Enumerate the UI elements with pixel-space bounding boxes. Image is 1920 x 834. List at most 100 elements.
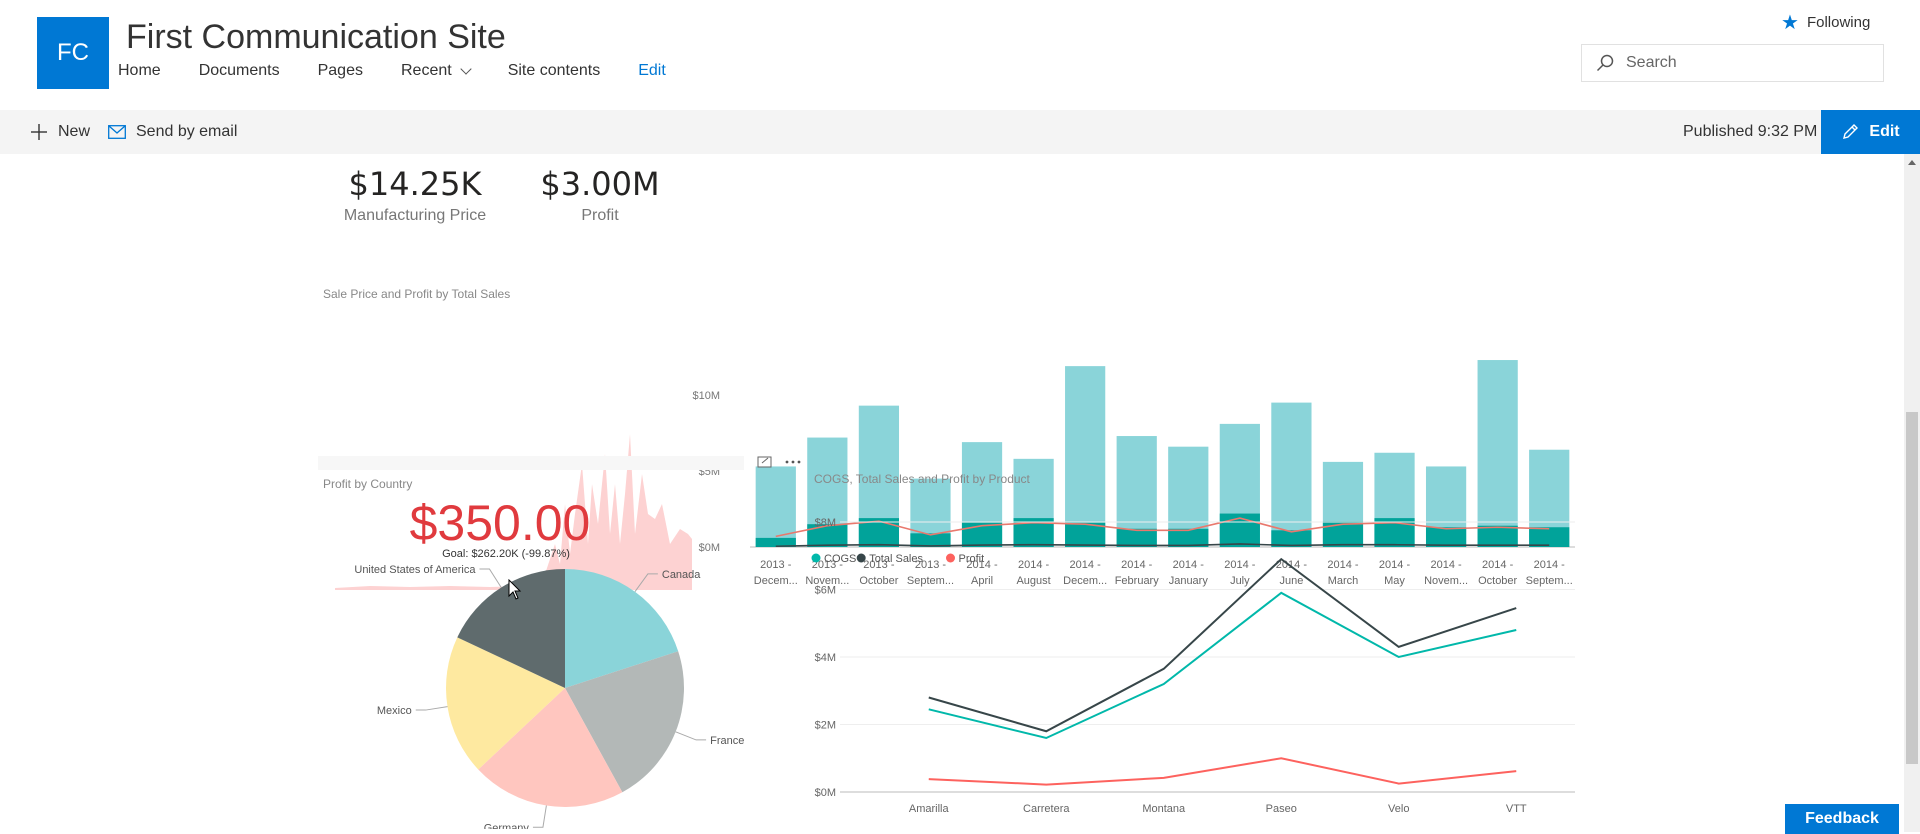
scrollbar-thumb[interactable]: [1906, 412, 1918, 764]
search-placeholder: Search: [1626, 54, 1677, 71]
bar-profit: [807, 524, 848, 547]
x-tick-label: 2013 -: [760, 559, 792, 571]
pie-label: Germany: [484, 822, 530, 829]
x-tick-label: 2014 -: [1224, 559, 1256, 571]
bar-total-sales: [755, 466, 796, 547]
nav-site-contents[interactable]: Site contents: [507, 62, 601, 79]
x-tick-label: Decem...: [1063, 575, 1107, 587]
gauge-area: [335, 434, 692, 590]
nav-pages[interactable]: Pages: [317, 62, 363, 79]
x-tick-label: May: [1384, 575, 1405, 587]
x-tick-label: January: [1169, 575, 1209, 587]
y-tick-label: $4M: [815, 652, 836, 664]
x-tick-label: August: [1016, 575, 1050, 587]
pencil-icon: [1843, 124, 1859, 139]
bar-total-sales: [1271, 402, 1312, 547]
line-chart[interactable]: COGS Total Sales Profit $0M $2M $4M $6M $8M Amar…: [800, 489, 1590, 832]
pie-slice: [565, 651, 684, 793]
kpi-value: $14.25K: [348, 165, 482, 203]
pie-label: Mexico: [377, 705, 412, 717]
x-tick-label: 2014 -: [966, 559, 998, 571]
search-input[interactable]: Search: [1581, 44, 1884, 82]
pie-label: United States of America: [354, 564, 476, 576]
x-tick-label: February: [1115, 575, 1160, 587]
y-tick-label: $10M: [692, 390, 720, 402]
line-series: [928, 591, 1517, 740]
chevron-down-icon: [460, 62, 472, 75]
mail-icon: [108, 125, 126, 139]
x-tick-label: 2014 -: [1430, 559, 1462, 571]
nav-edit-link[interactable]: Edit: [638, 62, 666, 79]
nav-recent-label: Recent: [400, 62, 452, 79]
pie-label: Canada: [662, 569, 701, 581]
follow-button[interactable]: ★ Following: [1781, 10, 1870, 35]
line-series: [928, 757, 1517, 786]
x-tick-label: 2014 -: [1379, 559, 1411, 571]
pie-leader-line: [634, 573, 658, 593]
x-tick-label: July: [1230, 575, 1250, 587]
x-tick-label: Paseo: [1266, 803, 1297, 815]
new-label: New: [58, 123, 91, 140]
line-series: [775, 543, 1550, 548]
more-options-icon[interactable]: [784, 454, 804, 470]
kpi-value: $3.00M: [540, 165, 660, 203]
pie-slice: [457, 569, 565, 688]
kpi-manufacturing-price[interactable]: $14.25K Manufacturing Price: [340, 165, 490, 225]
x-tick-label: VTT: [1506, 803, 1527, 815]
bar-profit: [1219, 513, 1260, 547]
kpi-label: Profit: [581, 207, 619, 224]
pie-tile-title: Profit by Country: [323, 477, 413, 491]
x-tick-label: March: [1328, 575, 1359, 587]
legend-marker: [856, 553, 866, 563]
focus-mode-icon[interactable]: [756, 454, 776, 470]
published-status: Published 9:32 PM: [1683, 123, 1818, 140]
line-series: [928, 557, 1517, 733]
pie-chart[interactable]: Canada France Germany Mexico United States o…: [330, 499, 750, 829]
scroll-up-icon[interactable]: [1904, 154, 1920, 170]
pie-leader-line: [532, 805, 547, 828]
x-tick-label: October: [1478, 575, 1517, 587]
new-button[interactable]: New: [30, 110, 90, 154]
edit-page-button[interactable]: Edit: [1821, 110, 1920, 154]
pie-slice: [446, 637, 565, 770]
x-tick-label: Septem...: [907, 575, 954, 587]
bar-profit: [1168, 528, 1209, 547]
star-icon: ★: [1781, 12, 1799, 34]
kpi-profit[interactable]: $3.00M Profit: [525, 165, 675, 225]
gauge-tile-title: Sale Price and Profit by Total Sales: [323, 287, 511, 301]
site-logo[interactable]: FC: [37, 17, 109, 89]
gauge-tile[interactable]: $350.00 Goal: $262.20K (-99.87%): [330, 304, 692, 594]
nav-recent[interactable]: Recent: [400, 62, 472, 80]
x-tick-label: April: [971, 575, 993, 587]
nav-home[interactable]: Home: [118, 62, 161, 79]
bar-profit: [961, 522, 1003, 547]
search-icon: [1596, 54, 1614, 72]
send-by-email-button[interactable]: Send by email: [108, 110, 237, 154]
y-tick-label: $8M: [815, 517, 836, 529]
site-header: FC First Communication Site Home Documen…: [0, 0, 1920, 110]
site-title[interactable]: First Communication Site: [126, 18, 506, 56]
bar-profit: [910, 533, 951, 547]
nav-documents[interactable]: Documents: [198, 62, 280, 79]
legend-label: Profit: [959, 553, 985, 565]
follow-label: Following: [1806, 14, 1871, 31]
kpi-label: Manufacturing Price: [343, 207, 487, 224]
x-tick-label: Amarilla: [909, 803, 950, 815]
x-tick-label: October: [859, 575, 898, 587]
line-tile-title: COGS, Total Sales and Profit by Product: [814, 472, 1030, 486]
legend-marker: [811, 553, 821, 563]
x-tick-label: 2014 -: [1121, 559, 1153, 571]
bar-profit: [1425, 527, 1467, 547]
pie-slice: [565, 569, 679, 688]
y-tick-label: $2M: [815, 720, 836, 732]
feedback-button[interactable]: Feedback: [1785, 804, 1899, 834]
x-tick-label: 2014 -: [1018, 559, 1050, 571]
x-tick-label: Carretera: [1023, 803, 1070, 815]
bar-total-sales: [1065, 366, 1106, 547]
gauge-goal: Goal: $262.20K (-99.87%): [442, 548, 570, 560]
pie-leader-line: [415, 706, 448, 711]
page-content: $14.25K Manufacturing Price $3.00M Profi…: [0, 154, 1904, 832]
x-tick-label: 2014 -: [1173, 559, 1205, 571]
x-tick-label: 2013 -: [863, 559, 895, 571]
